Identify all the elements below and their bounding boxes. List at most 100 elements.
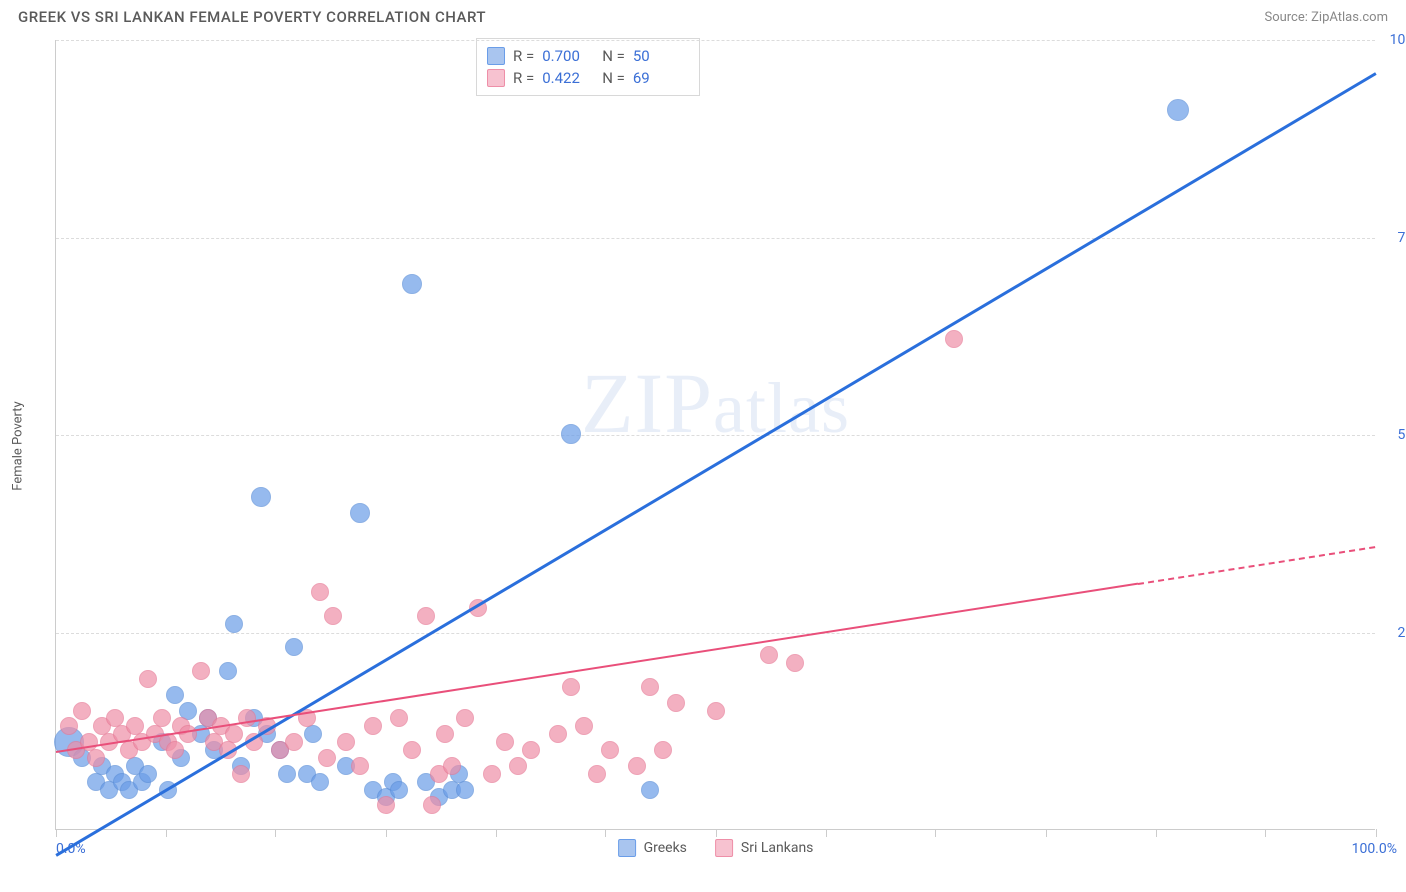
legend-row: R = 0.422 N = 69 [487,67,685,89]
r-value: 0.700 [542,47,594,65]
legend-swatch [715,839,733,857]
scatter-plot: ZIPatlas 0.0% 100.0% R =0.700N =50R =0.4… [55,40,1375,830]
data-point [139,670,157,688]
legend-item: Greeks [618,839,687,857]
data-point [456,709,474,727]
data-point [304,725,322,743]
data-point [390,709,408,727]
data-point [179,725,197,743]
x-tick [275,829,276,837]
x-axis-min-label: 0.0% [56,841,86,857]
x-tick [1156,829,1157,837]
data-point [654,741,672,759]
gridline [56,40,1375,41]
source-label: Source: ZipAtlas.com [1264,10,1388,25]
n-value: 69 [633,69,685,87]
x-tick [1046,829,1047,837]
data-point [87,749,105,767]
data-point [456,781,474,799]
data-point [377,796,395,814]
data-point [60,717,78,735]
x-tick [496,829,497,837]
legend-row: R = 0.700 N = 50 [487,45,685,67]
data-point [483,765,501,783]
legend-swatch [487,47,505,65]
y-tick-label: 100.0% [1390,32,1406,48]
data-point [601,741,619,759]
data-point [251,487,271,507]
gridline [56,435,1375,436]
data-point [225,725,243,743]
r-label: R = [513,47,534,65]
series-legend: Greeks Sri Lankans [618,839,814,857]
trend-line [55,72,1376,856]
data-point [337,733,355,751]
r-value: 0.422 [542,69,594,87]
data-point [641,678,659,696]
data-point [549,725,567,743]
data-point [285,638,303,656]
legend-swatch [618,839,636,857]
data-point [417,607,435,625]
data-point [443,757,461,775]
data-point [166,686,184,704]
data-point [786,654,804,672]
data-point [403,741,421,759]
data-point [588,765,606,783]
data-point [509,757,527,775]
data-point [561,424,581,444]
data-point [166,741,184,759]
data-point [232,765,250,783]
data-point [73,702,91,720]
data-point [324,607,342,625]
data-point [238,709,256,727]
n-value: 50 [633,47,685,65]
data-point [562,678,580,696]
data-point [522,741,540,759]
data-point [364,717,382,735]
x-tick [935,829,936,837]
data-point [436,725,454,743]
data-point [641,781,659,799]
y-tick-label: 75.0% [1397,230,1406,246]
data-point [311,583,329,601]
gridline [56,238,1375,239]
correlation-legend: R = 0.700 N = 50 R = 0.422 N = 69 [476,38,700,96]
data-point [575,717,593,735]
data-point [496,733,514,751]
x-tick [166,829,167,837]
x-tick [1265,829,1266,837]
gridline [56,633,1375,634]
data-point [192,662,210,680]
data-point [318,749,336,767]
n-label: N = [602,47,625,65]
data-point [667,694,685,712]
data-point [945,330,963,348]
y-tick-label: 50.0% [1397,427,1406,443]
data-point [285,733,303,751]
x-tick [605,829,606,837]
data-point [1167,99,1189,121]
data-point [350,503,370,523]
data-point [390,781,408,799]
data-point [402,274,422,294]
x-tick [386,829,387,837]
trend-line [1138,546,1376,585]
data-point [760,646,778,664]
x-tick [1376,829,1377,837]
data-point [423,796,441,814]
data-point [153,709,171,727]
legend-item: Sri Lankans [715,839,814,857]
y-tick-label: 25.0% [1397,625,1406,641]
legend-label: Sri Lankans [741,840,814,856]
data-point [707,702,725,720]
n-label: N = [602,69,625,87]
x-axis-max-label: 100.0% [1352,841,1397,857]
chart-title: GREEK VS SRI LANKAN FEMALE POVERTY CORRE… [18,8,486,26]
legend-label: Greeks [644,840,687,856]
data-point [278,765,296,783]
x-tick [716,829,717,837]
r-label: R = [513,69,534,87]
x-tick [826,829,827,837]
data-point [219,662,237,680]
